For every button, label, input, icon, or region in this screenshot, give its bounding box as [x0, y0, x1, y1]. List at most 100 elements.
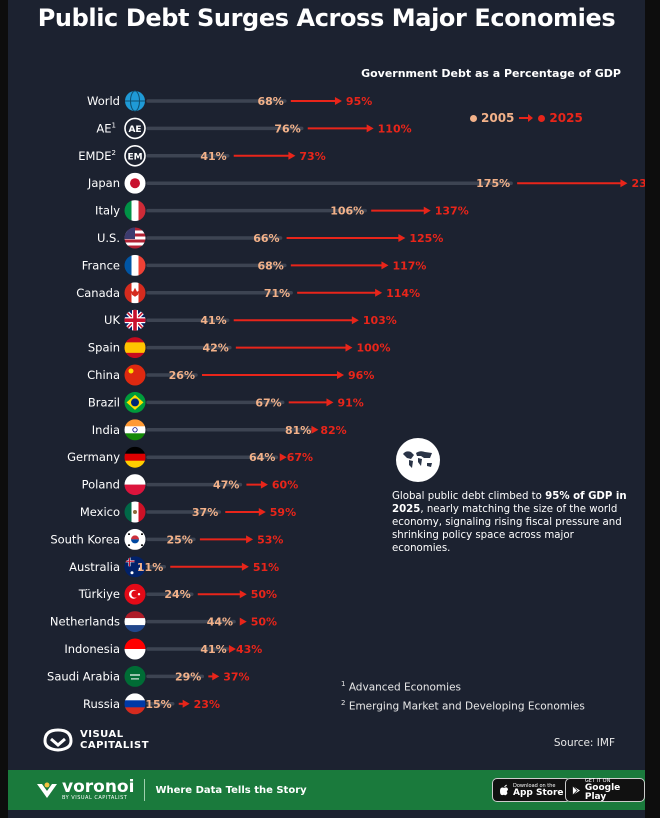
change-arrowhead	[423, 206, 431, 215]
value-label-2005: 67%	[255, 396, 281, 409]
callout-text: Global public debt climbed to 95% of GDP…	[392, 490, 630, 555]
flag-part	[124, 446, 146, 454]
value-label-2025: 103%	[363, 314, 397, 327]
flag-part	[124, 638, 146, 650]
change-arrowhead	[241, 562, 249, 571]
flag-part	[124, 649, 146, 660]
flag-south-korea-icon	[124, 528, 146, 550]
flag-part	[128, 533, 130, 535]
value-label-2025: 137%	[435, 205, 469, 218]
legend: 2005 2025	[470, 111, 583, 125]
change-arrowhead	[288, 151, 296, 160]
flag-part	[124, 625, 146, 633]
chart-row: Russia 15% 23%	[83, 693, 220, 715]
chart-row: Australia 11% 51%	[69, 556, 279, 578]
category-label: France	[82, 258, 120, 272]
flag-part	[131, 287, 139, 297]
category-label: Spain	[88, 341, 120, 355]
category-label: World	[87, 94, 120, 108]
flag-part	[124, 474, 146, 485]
footer-bar: voronoi BY VISUAL CAPITALIST Where Data …	[8, 770, 645, 810]
flag-part	[138, 200, 146, 222]
flag-china-icon	[124, 364, 146, 386]
flag-part	[138, 254, 146, 276]
flag-part	[137, 593, 141, 596]
flag-part	[124, 707, 146, 715]
category-footnote-mark: 2	[112, 149, 116, 157]
value-label-2005: 81%	[285, 424, 311, 437]
value-label-2005: 68%	[257, 259, 283, 272]
google-play-icon	[572, 785, 580, 795]
flag-part	[138, 282, 146, 304]
badge-icon	[124, 117, 146, 140]
change-arrowhead	[182, 699, 190, 708]
value-label-2025: 43%	[236, 643, 262, 656]
footer-divider	[144, 779, 146, 801]
flag-part	[124, 227, 135, 240]
change-arrowhead	[326, 398, 334, 407]
flag-saudi-arabia-icon	[124, 665, 146, 687]
value-label-2025: 82%	[320, 424, 346, 437]
flag-part	[130, 571, 134, 575]
legend-label-2005: 2005	[481, 111, 515, 125]
chart-row: Canada 71% 114%	[76, 282, 420, 304]
chart-row: UK 41% 103%	[104, 309, 397, 331]
chart-row: Spain 42% 100%	[88, 337, 390, 359]
flag-part	[129, 556, 130, 567]
chart-subtitle: Government Debt as a Percentage of GDP	[361, 67, 621, 80]
flag-part	[124, 693, 146, 701]
callout-text-post: , nearly matching the size of the world …	[392, 504, 622, 554]
category-label: EMDE2	[78, 149, 116, 163]
category-label: Italy	[95, 204, 120, 218]
value-label-2005: 11%	[137, 561, 163, 574]
flag-part	[131, 535, 139, 540]
flag-part	[124, 453, 146, 461]
category-label: AE1	[96, 121, 116, 135]
flag-part	[124, 364, 146, 386]
value-label-2005: 26%	[169, 369, 195, 382]
value-label-2025: 59%	[270, 506, 296, 519]
flag-part	[124, 342, 146, 353]
wordmark-line2: CAPITALIST	[80, 740, 150, 751]
world-map-icon	[396, 438, 440, 482]
category-label: Poland	[82, 478, 120, 492]
category-label: China	[87, 368, 120, 382]
app-store-button[interactable]: Download on the App Store	[492, 778, 571, 802]
chart-row: U.S. 66% 125%	[97, 227, 443, 249]
value-label-2005: 47%	[213, 479, 239, 492]
flag-part	[124, 700, 146, 708]
flag-part	[131, 678, 139, 680]
app-store-small-label: Download on the	[513, 782, 556, 789]
value-label-2005: 66%	[253, 232, 279, 245]
flag-part	[124, 460, 146, 468]
flag-italy-icon	[124, 200, 146, 222]
value-label-2005: 68%	[257, 95, 283, 108]
chart-row: Türkiye 24% 50%	[78, 583, 277, 605]
chart-row: Brazil 67% 91%	[88, 391, 364, 413]
value-label-2025: 95%	[346, 95, 372, 108]
chart-row: France 68% 117%	[82, 254, 426, 276]
flag-part	[131, 590, 139, 598]
voronoi-logo[interactable]: voronoi BY VISUAL CAPITALIST	[36, 779, 134, 801]
flag-india-icon	[124, 419, 146, 441]
value-label-2025: 53%	[257, 533, 283, 546]
change-arrowhead	[381, 261, 389, 270]
chart-row: South Korea 25% 53%	[50, 528, 283, 550]
change-arrowhead	[337, 371, 345, 379]
value-label-2025: 96%	[348, 369, 374, 382]
flag-part	[124, 618, 146, 626]
chart-row: Poland 47% 60%	[82, 474, 298, 496]
flag-part	[124, 200, 132, 222]
visual-capitalist-wordmark: VISUAL CAPITALIST	[80, 729, 149, 751]
google-play-small-label: GET IT ON	[584, 778, 611, 784]
google-play-button[interactable]: GET IT ON Google Play	[565, 778, 645, 802]
apple-icon	[500, 784, 508, 796]
change-arrowhead	[620, 179, 628, 188]
chart-row: India 81% 82%	[92, 419, 347, 441]
flag-spain-icon	[124, 337, 146, 359]
footnote-mark: 1	[341, 680, 346, 688]
flag-part	[133, 309, 137, 331]
category-label: UK	[104, 313, 120, 327]
value-label-2005: 106%	[330, 205, 364, 218]
value-label-2025: 125%	[409, 232, 443, 245]
